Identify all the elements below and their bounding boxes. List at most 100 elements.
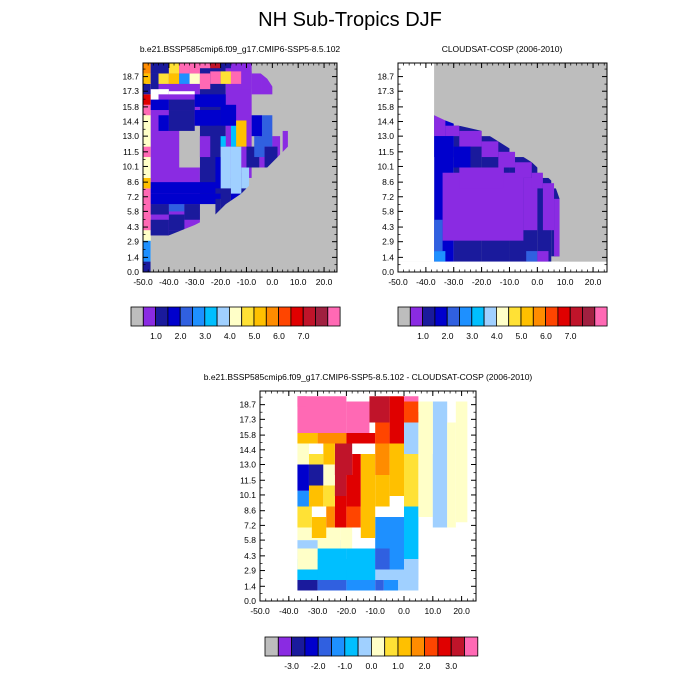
heatmap-cell: [297, 548, 318, 559]
y-tick-label: 14.4: [239, 445, 256, 455]
heatmap-cell: [434, 136, 454, 158]
y-tick-label: 14.4: [122, 117, 139, 127]
heatmap-cell: [220, 104, 237, 126]
colorbar-box: [422, 306, 436, 327]
heatmap-cell: [150, 219, 169, 236]
x-tick-label: -20.0: [211, 277, 231, 287]
heatmap-cell: [215, 198, 221, 220]
heatmap-cell: [179, 63, 190, 74]
colorbar-box: [290, 306, 304, 327]
colorbar-box: [545, 306, 559, 327]
heatmap-cell: [369, 412, 390, 423]
heatmap-cell: [158, 115, 169, 131]
heatmap-cell: [434, 251, 446, 262]
y-tick-label: 2.9: [127, 237, 139, 247]
x-tick-label: 10.0: [425, 606, 442, 616]
y-tick-label: 17.3: [122, 86, 139, 96]
colorbar-box: [278, 306, 292, 327]
heatmap-cell: [404, 559, 419, 580]
heatmap-cell: [210, 71, 221, 84]
heatmap-cell: [297, 464, 309, 491]
heatmap-cell: [317, 538, 332, 549]
heatmap-cell: [168, 63, 180, 74]
heatmap-cell: [150, 193, 221, 205]
heatmap-cell: [360, 506, 376, 538]
heatmap-cell: [236, 120, 247, 147]
heatmap-cell: [143, 261, 151, 272]
heatmap-cell: [317, 548, 332, 559]
heatmap-cell: [168, 214, 185, 231]
y-tick-label: 0.0: [244, 596, 256, 606]
colorbar-box: [464, 636, 479, 657]
missing-data-region: [150, 63, 337, 272]
heatmap-cell: [150, 89, 159, 100]
heatmap-cell: [404, 396, 419, 402]
heatmap-cell: [434, 219, 443, 252]
y-tick-label: 13.0: [239, 460, 256, 470]
colorbar-box: [155, 306, 169, 327]
colorbar-box: [557, 306, 571, 327]
y-tick-label: 13.0: [377, 131, 394, 141]
heatmap-cell: [194, 110, 221, 126]
heatmap-cell: [308, 454, 324, 465]
colorbar-box: [520, 306, 534, 327]
heatmap-cell: [542, 183, 555, 231]
colorbar-box: [357, 636, 372, 657]
colorbar-label: 5.0: [515, 331, 527, 341]
heatmap-cell: [220, 146, 231, 189]
y-tick-label: 7.2: [127, 192, 139, 202]
heatmap-cell: [346, 412, 370, 433]
x-tick-label: 10.0: [290, 277, 307, 287]
plot-frame: [397, 62, 608, 273]
y-tick-label: 4.3: [244, 551, 256, 561]
colorbar-box: [327, 306, 341, 327]
colorbar-box: [216, 306, 230, 327]
heatmap-cell: [308, 464, 324, 486]
y-tick-label: 1.4: [382, 252, 394, 262]
heatmap-cell: [297, 396, 307, 407]
heatmap-cell: [199, 136, 211, 158]
x-tick-label: -20.0: [472, 277, 492, 287]
colorbar-box: [167, 306, 181, 327]
heatmap-cell: [261, 115, 273, 147]
y-tick-label: 1.4: [127, 252, 139, 262]
colorbar-label: 0.0: [365, 661, 377, 671]
heatmap-cell: [404, 401, 419, 423]
y-tick-label: 7.2: [382, 192, 394, 202]
colorbar-box: [192, 306, 206, 327]
heatmap-cell: [334, 496, 347, 528]
y-tick-label: 5.8: [244, 535, 256, 545]
y-tick-label: 11.5: [378, 147, 394, 157]
heatmap-cell: [189, 63, 200, 74]
heatmap-cell: [297, 580, 318, 591]
y-tick-label: 8.6: [382, 177, 394, 187]
colorbar-box: [315, 306, 329, 327]
heatmap-cell: [297, 433, 318, 444]
colorbar-box: [446, 306, 460, 327]
heatmap-cell: [143, 63, 151, 74]
colorbar-box: [532, 306, 546, 327]
colorbar-box: [277, 636, 292, 657]
heatmap-cell: [143, 73, 151, 84]
heatmap-cell: [554, 198, 560, 257]
heatmap-cell: [346, 569, 376, 580]
colorbar-box: [483, 306, 497, 327]
heatmap-cell: [346, 433, 376, 444]
heatmap-cell: [184, 204, 200, 220]
y-tick-label: 4.3: [382, 222, 394, 232]
colorbar-box: [344, 636, 359, 657]
colorbar-box: [569, 306, 583, 327]
heatmap-cell: [297, 490, 309, 507]
heatmap-cell: [459, 167, 504, 189]
heatmap-cell: [199, 63, 211, 69]
colorbar-box: [459, 306, 473, 327]
colorbar-label: -2.0: [311, 661, 326, 671]
heatmap-cell: [143, 157, 151, 178]
heatmap-cell: [523, 177, 538, 231]
heatmap-cell: [332, 548, 347, 559]
heatmap-cell: [308, 485, 324, 507]
colorbar-left: 1.0 2.0 3.0 4.0 5.0 6.0 7.0: [130, 306, 341, 341]
heatmap-cell: [346, 401, 370, 412]
heatmap-cell: [375, 422, 390, 444]
